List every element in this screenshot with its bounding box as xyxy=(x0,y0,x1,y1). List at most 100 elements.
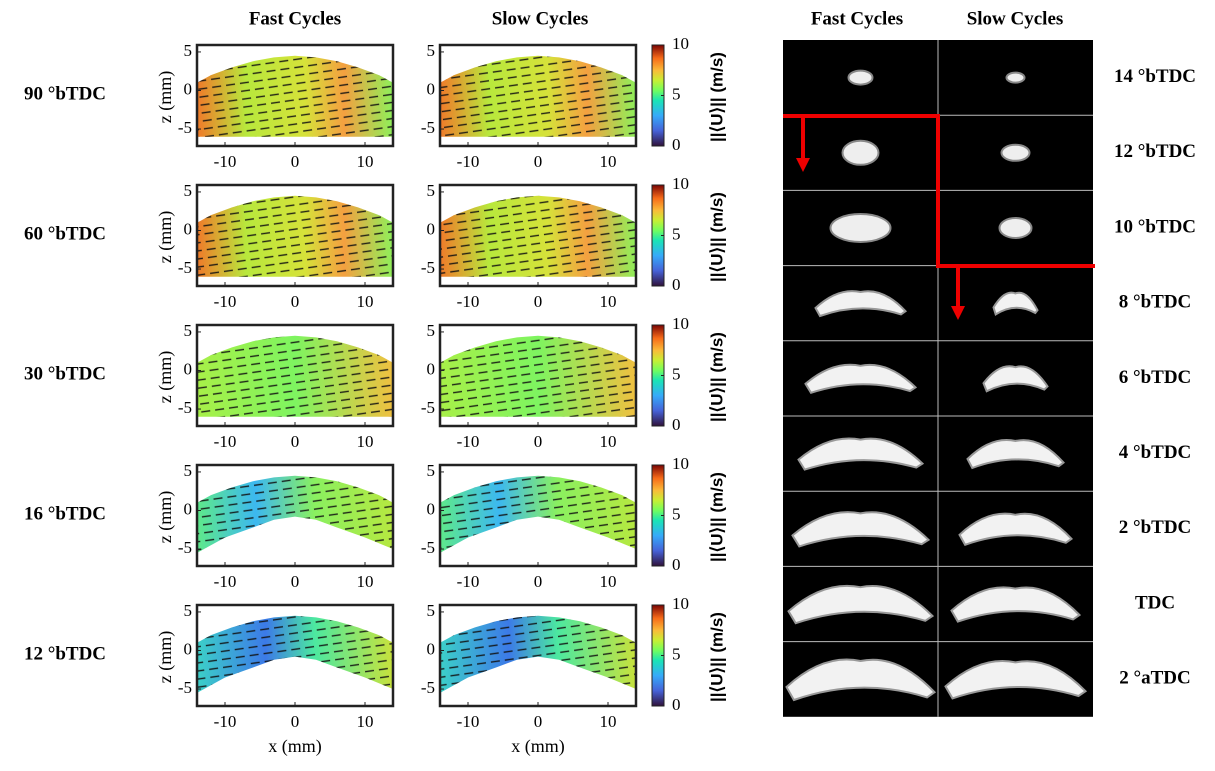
x-tick-label: 10 xyxy=(357,432,374,451)
colorbar-tick-label: 10 xyxy=(672,594,689,613)
y-tick-label: -5 xyxy=(421,678,435,697)
vector-field xyxy=(440,55,636,137)
velocity-vectors xyxy=(440,615,636,693)
flame xyxy=(847,69,874,86)
colorbar-tick-label: 0 xyxy=(672,135,681,154)
velocity-vectors xyxy=(440,195,636,277)
flame xyxy=(797,437,925,471)
vector-field xyxy=(440,195,636,277)
y-tick-label: -5 xyxy=(421,258,435,277)
arrow-line xyxy=(783,114,1095,268)
colorbar-label: ||⟨U⟩|| (m/s) xyxy=(707,612,726,702)
row-label: TDC xyxy=(1135,592,1175,613)
y-axis-label: z (mm) xyxy=(155,631,176,683)
row-label: 12 °bTDC xyxy=(1114,141,1196,162)
x-tick-label: 10 xyxy=(357,712,374,731)
colorbar-tick-label: 10 xyxy=(672,174,689,193)
y-tick-label: 5 xyxy=(184,461,193,480)
x-tick-label: 0 xyxy=(534,432,543,451)
x-tick-label: -10 xyxy=(214,712,237,731)
flame xyxy=(992,291,1039,316)
x-tick-label: -10 xyxy=(457,572,480,591)
y-tick-label: 5 xyxy=(427,321,436,340)
flame xyxy=(966,439,1065,470)
colorbar-tick-label: 0 xyxy=(672,555,681,574)
row-label: 6 °bTDC xyxy=(1119,367,1192,388)
x-tick-label: 0 xyxy=(534,572,543,591)
flame xyxy=(998,217,1033,239)
x-tick-label: 0 xyxy=(291,292,300,311)
vector-field xyxy=(197,615,393,693)
y-axis-label: z (mm) xyxy=(155,211,176,263)
flame xyxy=(829,213,892,243)
x-tick-label: -10 xyxy=(214,572,237,591)
y-tick-label: 5 xyxy=(184,601,193,620)
column-title: Fast Cycles xyxy=(249,8,341,29)
velocity-vectors xyxy=(197,335,393,417)
row-label: 12 °bTDC xyxy=(24,643,106,664)
y-tick-label: -5 xyxy=(178,538,192,557)
velocity-vectors xyxy=(440,335,636,417)
y-tick-label: 0 xyxy=(184,79,193,98)
vector-field xyxy=(197,335,393,417)
x-tick-label: 10 xyxy=(600,712,617,731)
x-tick-label: 0 xyxy=(534,712,543,731)
flame xyxy=(950,586,1082,623)
colorbar-label: ||⟨U⟩|| (m/s) xyxy=(707,52,726,142)
y-tick-label: -5 xyxy=(421,538,435,557)
x-tick-label: -10 xyxy=(214,152,237,171)
colorbar-tick-label: 0 xyxy=(672,415,681,434)
y-tick-label: -5 xyxy=(178,678,192,697)
y-tick-label: 5 xyxy=(427,601,436,620)
y-tick-label: 5 xyxy=(184,321,193,340)
colorbar-tick-label: 0 xyxy=(672,695,681,714)
y-tick-label: -5 xyxy=(178,118,192,137)
row-label: 2 °bTDC xyxy=(1119,517,1192,538)
x-tick-label: -10 xyxy=(457,292,480,311)
velocity-vectors xyxy=(440,475,636,553)
colorbar-label: ||⟨U⟩|| (m/s) xyxy=(707,472,726,562)
x-tick-label: 0 xyxy=(291,572,300,591)
y-tick-label: 0 xyxy=(184,639,193,658)
velocity-vectors xyxy=(197,55,393,137)
x-tick-label: 10 xyxy=(600,152,617,171)
row-label: 60 °bTDC xyxy=(24,223,106,244)
x-tick-label: 10 xyxy=(600,572,617,591)
colorbar-tick-label: 5 xyxy=(672,644,681,663)
column-title: Slow Cycles xyxy=(492,8,589,29)
row-label: 10 °bTDC xyxy=(1114,216,1196,237)
x-tick-label: -10 xyxy=(457,152,480,171)
colorbar-tick-label: 10 xyxy=(672,314,689,333)
row-label: 90 °bTDC xyxy=(24,83,106,104)
velocity-vectors xyxy=(440,55,636,137)
y-tick-label: 0 xyxy=(427,359,436,378)
x-tick-label: -10 xyxy=(214,292,237,311)
y-tick-label: -5 xyxy=(178,258,192,277)
y-tick-label: 0 xyxy=(427,639,436,658)
y-tick-label: 5 xyxy=(184,181,193,200)
x-tick-label: 0 xyxy=(534,292,543,311)
colorbar-tick-label: 0 xyxy=(672,275,681,294)
x-tick-label: -10 xyxy=(214,432,237,451)
y-tick-label: 5 xyxy=(184,41,193,60)
colorbar-tick-label: 5 xyxy=(672,224,681,243)
vector-field xyxy=(440,475,636,553)
colorbar-tick-label: 10 xyxy=(672,454,689,473)
velocity-vectors xyxy=(197,615,393,693)
x-tick-label: 0 xyxy=(534,152,543,171)
x-tick-label: 10 xyxy=(357,572,374,591)
y-tick-label: 0 xyxy=(427,219,436,238)
x-axis-label: x (mm) xyxy=(511,736,565,757)
y-tick-label: 0 xyxy=(427,499,436,518)
flame xyxy=(944,660,1088,700)
y-axis-label: z (mm) xyxy=(155,71,176,123)
y-tick-label: 0 xyxy=(184,219,193,238)
x-tick-label: 0 xyxy=(291,152,300,171)
flame xyxy=(791,511,931,548)
x-tick-label: 10 xyxy=(357,292,374,311)
colorbar-tick-label: 10 xyxy=(672,34,689,53)
colorbar-label: ||⟨U⟩|| (m/s) xyxy=(707,332,726,422)
x-tick-label: -10 xyxy=(457,712,480,731)
vector-field xyxy=(440,335,636,417)
